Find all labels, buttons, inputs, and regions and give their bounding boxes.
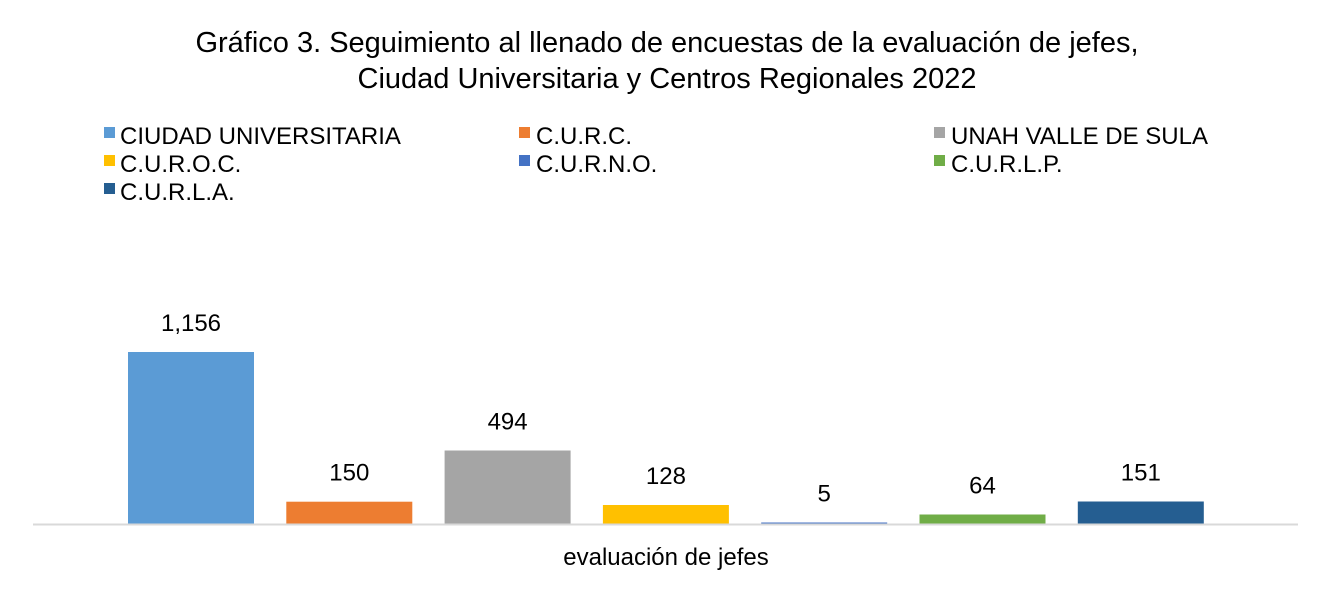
legend-item: C.U.R.O.C. xyxy=(104,151,241,178)
legend-swatch xyxy=(934,127,945,138)
legend-label: C.U.R.N.O. xyxy=(536,151,657,178)
bar xyxy=(919,514,1046,524)
legend-label: C.U.R.L.A. xyxy=(120,179,235,206)
legend: CIUDAD UNIVERSITARIA C.U.R.C. UNAH VALLE D… xyxy=(104,123,1208,206)
x-category-label: evaluación de jefes xyxy=(563,544,768,571)
chart-title: Gráfico 3. Seguimiento al llenado de enc… xyxy=(195,27,1138,59)
legend-item: C.U.R.N.O. xyxy=(519,151,657,178)
data-label: 150 xyxy=(329,460,369,487)
data-label: 151 xyxy=(1121,460,1161,487)
data-label: 128 xyxy=(646,463,686,490)
legend-swatch xyxy=(519,127,530,138)
bar xyxy=(761,522,888,524)
data-label: 64 xyxy=(969,473,996,500)
legend-item: UNAH VALLE DE SULA xyxy=(934,123,1208,150)
legend-swatch xyxy=(104,127,115,138)
bar xyxy=(1077,501,1204,524)
legend-label: CIUDAD UNIVERSITARIA xyxy=(120,123,401,150)
value-labels-group: 1,156 150 494 128 5 64 151 xyxy=(161,310,1161,508)
bar xyxy=(444,450,571,524)
legend-swatch xyxy=(519,155,530,166)
legend-item: C.U.R.C. xyxy=(519,123,632,150)
legend-item: CIUDAD UNIVERSITARIA xyxy=(104,123,401,150)
data-label: 5 xyxy=(818,481,831,508)
legend-swatch xyxy=(104,155,115,166)
legend-item: C.U.R.L.P. xyxy=(934,151,1063,178)
legend-label: C.U.R.L.P. xyxy=(951,151,1063,178)
legend-label: C.U.R.O.C. xyxy=(120,151,241,178)
legend-swatch xyxy=(104,183,115,194)
bar xyxy=(602,505,729,524)
legend-item: C.U.R.L.A. xyxy=(104,179,235,206)
chart-subtitle: Ciudad Universitaria y Centros Regionale… xyxy=(358,63,977,95)
bars-group xyxy=(128,352,1204,524)
data-label: 1,156 xyxy=(161,310,221,337)
bar xyxy=(128,352,254,524)
legend-label: UNAH VALLE DE SULA xyxy=(951,123,1208,150)
legend-label: C.U.R.C. xyxy=(536,123,632,150)
data-label: 494 xyxy=(488,409,528,436)
legend-swatch xyxy=(934,155,945,166)
bar xyxy=(286,501,413,524)
